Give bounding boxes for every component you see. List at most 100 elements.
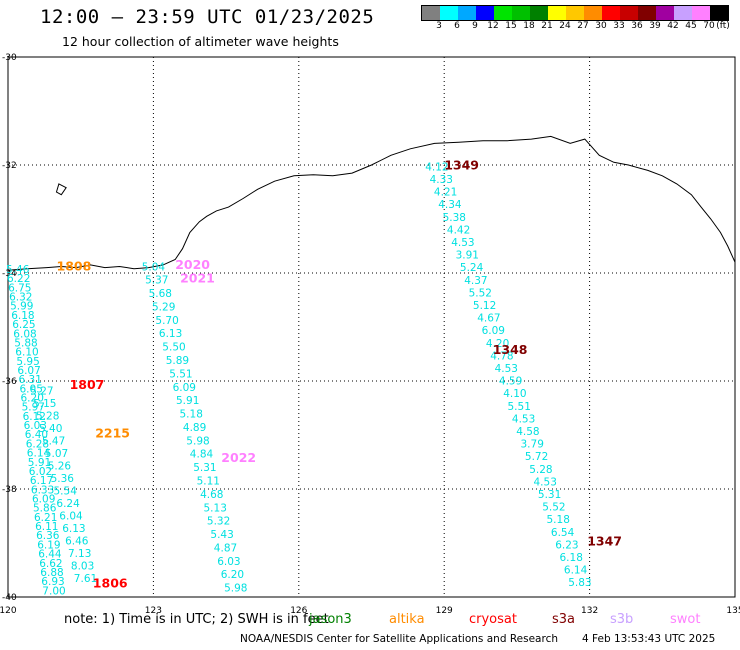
colorbar-swatch [512,6,530,20]
swh-value: 4.67 [477,313,500,325]
coastline [7,135,736,271]
wave-height-colorbar [421,5,729,21]
track-time-label: 2021 [180,271,215,286]
swh-value: 5.11 [197,476,220,488]
colorbar-swatch [458,6,476,20]
colorbar-swatch [674,6,692,20]
colorbar-swatch [602,6,620,20]
swh-value: 6.75 [8,282,31,294]
swh-value: 6.20 [21,393,44,405]
swh-value: 4.20 [486,338,509,350]
swh-value: 5.28 [529,464,552,476]
swh-value: 5.52 [469,287,492,299]
colorbar-swatch [710,6,728,20]
swh-value: 5.86 [33,503,57,515]
swh-value: 3.91 [456,250,479,262]
swh-value: 6.11 [35,521,58,533]
swh-value: 4.12 [425,161,448,173]
swh-value: 4.37 [464,275,487,287]
swh-value: 4.33 [430,174,453,186]
swh-value: 5.13 [204,502,227,514]
swh-value: 5.24 [460,262,484,274]
swh-value: 5.04 [142,261,166,273]
lon-tick-label: 120 [0,606,17,616]
credit-text: NOAA/NESDIS Center for Satellite Applica… [240,633,558,645]
swh-value: 4.89 [183,422,206,434]
lon-tick-label: 123 [145,606,162,616]
lon-tick-label: 129 [436,606,453,616]
swh-value: 6.18 [560,552,583,564]
colorbar-label: 30 [595,21,607,31]
swh-value: 5.50 [162,342,185,354]
swh-value: 5.18 [180,409,203,421]
colorbar-label: 27 [577,21,589,31]
swh-value: 6.13 [159,328,182,340]
swh-value: 6.14 [564,565,588,577]
lon-tick-label: 132 [581,606,598,616]
swh-value: 5.37 [145,275,168,287]
lat-tick-label: -36 [2,377,17,387]
swh-value: 5.99 [10,301,33,313]
swh-value: 6.31 [19,374,42,386]
colorbar-swatch [638,6,656,20]
swh-value: 6.03 [217,556,240,568]
track-time-label: 2020 [175,257,210,272]
map-subtitle: 12 hour collection of altimeter wave hei… [62,34,339,49]
swh-value: 5.07 [45,448,68,460]
swh-value: 6.09 [482,325,505,337]
swh-value: 5.29 [152,302,175,314]
track-time-label: 1348 [493,342,528,357]
lon-tick-label: 135 [726,606,740,616]
swh-value: 7.00 [42,585,65,597]
colorbar-swatch [692,6,710,20]
track-time-label: 2022 [221,450,256,465]
swh-value: 4.21 [434,187,457,199]
swh-value: 6.44 [38,549,62,561]
legend-jason3: jason3 [309,612,352,627]
swh-value: 5.28 [36,411,59,423]
track-time-label: 1806 [93,575,128,590]
swh-value: 5.52 [542,502,565,514]
swh-value: 6.62 [39,558,62,570]
swh-value: 8.03 [71,560,94,572]
swh-value: 6.33 [31,484,54,496]
swh-value: 6.03 [24,420,47,432]
lat-tick-label: -30 [2,53,17,63]
colorbar-label: 33 [613,21,625,31]
legend-swot: swot [670,612,701,627]
colorbar-labels: 3 6 9 12 15 18 21 24 27 30 33 36 39 42 45 70 (ft) [421,21,740,35]
swh-value: 4.87 [214,542,237,554]
colorbar-label: 21 [541,21,553,31]
swh-value: 5.95 [16,356,39,368]
swh-value: 6.54 [551,527,575,539]
colorbar-swatch [620,6,638,20]
swh-value: 6.09 [173,382,196,394]
swh-value: 6.20 [221,569,244,581]
swh-value: 4.53 [451,237,474,249]
satellite-tracks: 4.124.334.214.345.384.424.533.915.244.37… [6,157,622,597]
legend-cryosat: cryosat [469,612,517,627]
swh-value: 4.10 [503,388,526,400]
satellite-legend: jason3 altika cryosat s3a s3b swot [309,612,739,630]
swh-value: 5.98 [224,583,247,595]
swh-value: 5.43 [210,529,233,541]
swh-value: 4.78 [490,350,513,362]
swh-value: 5.51 [169,368,192,380]
swh-value: 4.34 [438,199,462,211]
swh-value: 5.18 [547,514,570,526]
colorbar-swatch [440,6,458,20]
colorbar-swatch [422,6,440,20]
units-note: note: 1) Time is in UTC; 2) SWH is in fe… [64,612,329,627]
swh-value: 5.51 [508,401,531,413]
swh-value: 6.12 [23,411,46,423]
swh-value: 6.13 [62,523,85,535]
swh-value: 5.89 [166,355,189,367]
colorbar-label: 9 [472,21,478,31]
axis-tick-labels: 120 123 126 129 132 135 -30 -32 -34 -36 -38 -40 [0,53,740,616]
colorbar-label: 18 [523,21,535,31]
swh-value: 6.02 [29,466,52,478]
swh-value: 6.36 [36,530,60,542]
swh-value: 6.08 [13,328,36,340]
swh-value: 7.13 [68,548,91,560]
swh-value: 5.97 [22,402,45,414]
